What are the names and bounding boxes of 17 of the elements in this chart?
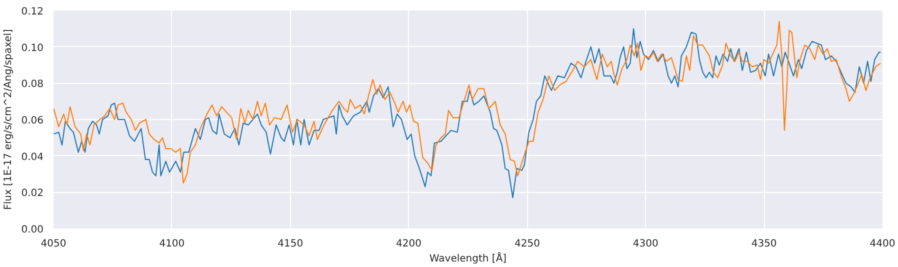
x-tick-label: 4250 [514,238,540,250]
y-tick-label: 0.12 [21,6,44,18]
y-tick-label: 0.02 [21,188,44,200]
y-tick-label: 0.04 [21,152,44,163]
x-tick-label: 4150 [278,238,304,250]
x-tick-label: 4300 [632,238,658,250]
y-axis-title: Flux [1E-17 erg/s/cm^2/Ang/spaxel] [3,28,14,210]
x-tick-label: 4400 [870,238,896,250]
x-axis-title: Wavelength [Å] [429,252,507,264]
y-tick-label: 0.00 [21,224,44,236]
y-tick-label: 0.06 [21,116,44,126]
x-tick-label: 4100 [159,238,185,250]
x-tick-label: 4350 [751,238,777,250]
x-tick-label: 4200 [396,238,422,250]
x-tick-label: 4050 [40,238,66,250]
y-tick-label: 0.08 [21,79,44,90]
y-tick-label: 0.10 [21,42,44,54]
